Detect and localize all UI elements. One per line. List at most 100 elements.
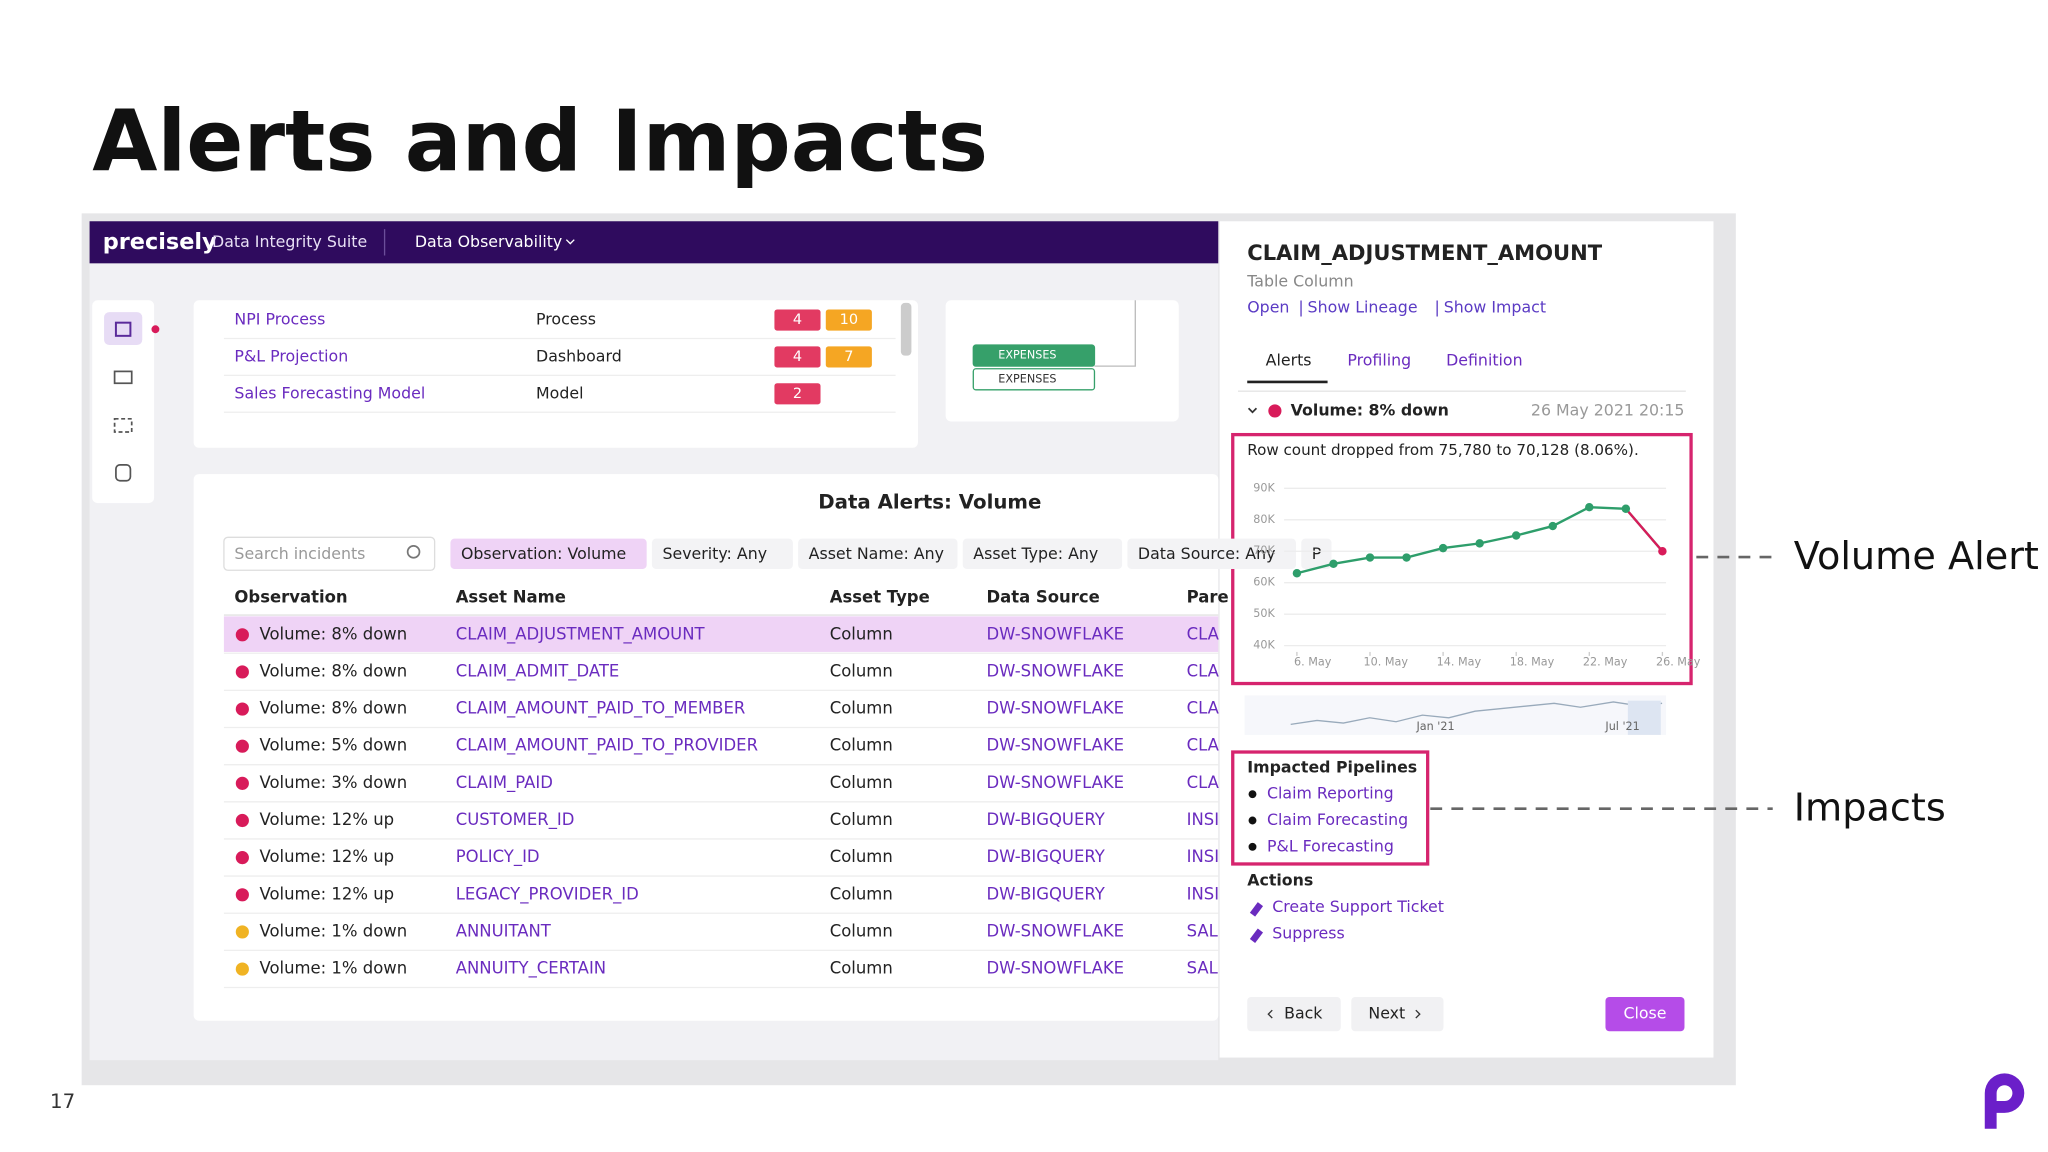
cell[interactable]: ANNUITY_CERTAIN [456,959,606,979]
severity-dot [235,665,249,679]
alert-message: Row count dropped from 75,780 to 70,128 … [1247,441,1639,459]
badge-count: 4 [793,312,802,328]
module-menu[interactable]: Data Observability [415,232,562,251]
pipeline-link[interactable]: Claim Reporting [1267,784,1394,803]
lineage-node[interactable] [972,344,1096,367]
asset-type: Process [536,310,596,329]
cell: DW-SNOWFLAKE [986,699,1124,718]
action-icon [1249,928,1264,943]
callout-label: Volume Alert [1794,535,2039,579]
asset-link[interactable]: Sales Forecasting Model [234,383,425,402]
cell[interactable]: POLICY_ID [456,847,540,867]
search-placeholder: Search incidents [234,544,365,563]
filter-chip[interactable] [651,538,793,569]
action-link[interactable]: Create Support Ticket [1272,897,1444,916]
pipeline-link[interactable]: P&L Forecasting [1267,836,1394,855]
cell: DW-SNOWFLAKE [986,773,1124,792]
cell: Volume: 1% down [259,921,407,940]
cell[interactable]: CUSTOMER_ID [456,810,575,830]
column-header[interactable]: Data Source [986,587,1099,606]
column-header[interactable]: Observation [234,587,347,606]
button-label[interactable]: Close [1623,1004,1666,1023]
button-label[interactable]: Next [1368,1004,1405,1023]
cell: Volume: 1% down [259,959,407,978]
tab[interactable]: Definition [1446,350,1523,369]
detail-link[interactable]: Open [1247,298,1289,317]
navigator-window[interactable] [1627,700,1661,735]
point [1658,547,1667,556]
close-button[interactable] [1605,996,1685,1032]
lineage-icon[interactable] [113,417,133,433]
sidebar [92,300,155,504]
point [1548,521,1557,531]
catalog-icon[interactable] [113,370,133,385]
cell[interactable]: CLAIM_ADJUSTMENT_AMOUNT [456,624,706,644]
filter-chip[interactable] [450,538,647,569]
navigator-label: Jul '21 [1604,720,1639,733]
cell: INSI [1187,884,1219,903]
drop-segment [1624,508,1664,553]
filter-chip[interactable] [798,538,958,569]
next-button[interactable] [1351,996,1444,1032]
bullet [1248,790,1257,799]
alerts-card [193,474,1219,1021]
detail-link[interactable]: Show Impact [1444,298,1546,317]
cell: INSI [1187,847,1219,866]
cell: Volume: 5% down [259,736,407,755]
cell: DW-SNOWFLAKE [986,736,1124,755]
tab[interactable]: Profiling [1347,350,1411,369]
filter-chip[interactable] [1301,538,1332,569]
column-header[interactable]: Asset Type [830,587,930,606]
lineage-label: EXPENSES [998,349,1056,362]
severity-dot [235,925,249,939]
impacts-heading: Impacted Pipelines [1247,757,1417,776]
column-header[interactable]: Asset Name [456,587,566,606]
search-box[interactable] [223,536,436,571]
lineage-edge [1094,300,1136,367]
point [1585,502,1594,512]
badge-count: 7 [844,349,853,365]
filter-label: Observation: Volume [461,544,626,563]
cell: SAL [1187,959,1219,978]
asset-link[interactable]: NPI Process [234,310,325,329]
cell: Volume: 8% down [259,661,407,680]
callout-label: Impacts [1794,786,1946,830]
tab[interactable]: Alerts [1266,350,1312,369]
asset-type: Model [536,383,583,402]
filter-chip[interactable] [962,538,1123,569]
x-tick-label: 10. May [1364,655,1409,668]
y-tick-label: 70K [1253,544,1275,557]
cell: Volume: 8% down [259,624,407,643]
cell[interactable]: CLAIM_PAID [456,773,553,793]
sidebar-home[interactable] [104,312,143,346]
point [1329,559,1338,569]
navigator [1244,695,1667,735]
detail-subtitle: Table Column [1246,271,1353,290]
point [1621,504,1631,513]
brand: precisely [103,229,217,255]
pipeline-link[interactable]: Claim Forecasting [1267,810,1408,829]
x-tick-label: 26. May [1656,655,1701,668]
filter-label: Asset Name: Any [809,544,944,563]
cell[interactable]: LEGACY_PROVIDER_ID [456,884,639,904]
data-icon[interactable] [115,464,132,482]
action-link[interactable]: Suppress [1272,923,1344,942]
cell: CLA [1187,773,1220,792]
actions-heading: Actions [1247,871,1313,890]
lineage-node[interactable] [972,368,1096,391]
detail-link[interactable]: Show Lineage [1308,298,1418,317]
y-tick-label: 50K [1253,607,1275,620]
link-separator: | [1435,298,1440,317]
cell[interactable]: ANNUITANT [456,921,552,940]
button-label[interactable]: Back [1284,1004,1323,1023]
cell[interactable]: CLAIM_AMOUNT_PAID_TO_PROVIDER [456,736,758,756]
column-header[interactable]: Pare [1187,587,1229,606]
cell[interactable]: CLAIM_AMOUNT_PAID_TO_MEMBER [456,699,746,719]
cell[interactable]: CLAIM_ADMIT_DATE [456,661,620,681]
asset-link[interactable]: P&L Projection [234,346,348,365]
filter-label: Asset Type: Any [973,544,1098,563]
back-button[interactable] [1247,996,1341,1032]
filter-chip[interactable] [1127,538,1296,569]
alert-name: Volume: 8% down [1291,400,1449,419]
